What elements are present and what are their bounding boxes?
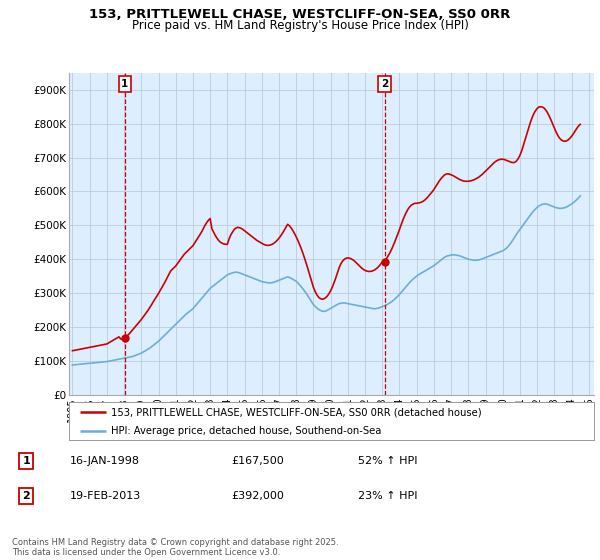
Text: £392,000: £392,000 — [231, 491, 284, 501]
Text: 52% ↑ HPI: 52% ↑ HPI — [358, 456, 417, 466]
Text: 153, PRITTLEWELL CHASE, WESTCLIFF-ON-SEA, SS0 0RR: 153, PRITTLEWELL CHASE, WESTCLIFF-ON-SEA… — [89, 8, 511, 21]
Text: 19-FEB-2013: 19-FEB-2013 — [70, 491, 141, 501]
Text: HPI: Average price, detached house, Southend-on-Sea: HPI: Average price, detached house, Sout… — [111, 426, 382, 436]
Text: 1: 1 — [23, 456, 30, 466]
Text: £167,500: £167,500 — [231, 456, 284, 466]
Text: 16-JAN-1998: 16-JAN-1998 — [70, 456, 140, 466]
Text: 2: 2 — [381, 79, 388, 89]
Text: Contains HM Land Registry data © Crown copyright and database right 2025.
This d: Contains HM Land Registry data © Crown c… — [12, 538, 338, 557]
Text: 23% ↑ HPI: 23% ↑ HPI — [358, 491, 417, 501]
Text: Price paid vs. HM Land Registry's House Price Index (HPI): Price paid vs. HM Land Registry's House … — [131, 19, 469, 32]
Text: 1: 1 — [121, 79, 128, 89]
Text: 2: 2 — [23, 491, 30, 501]
Text: 153, PRITTLEWELL CHASE, WESTCLIFF-ON-SEA, SS0 0RR (detached house): 153, PRITTLEWELL CHASE, WESTCLIFF-ON-SEA… — [111, 407, 482, 417]
